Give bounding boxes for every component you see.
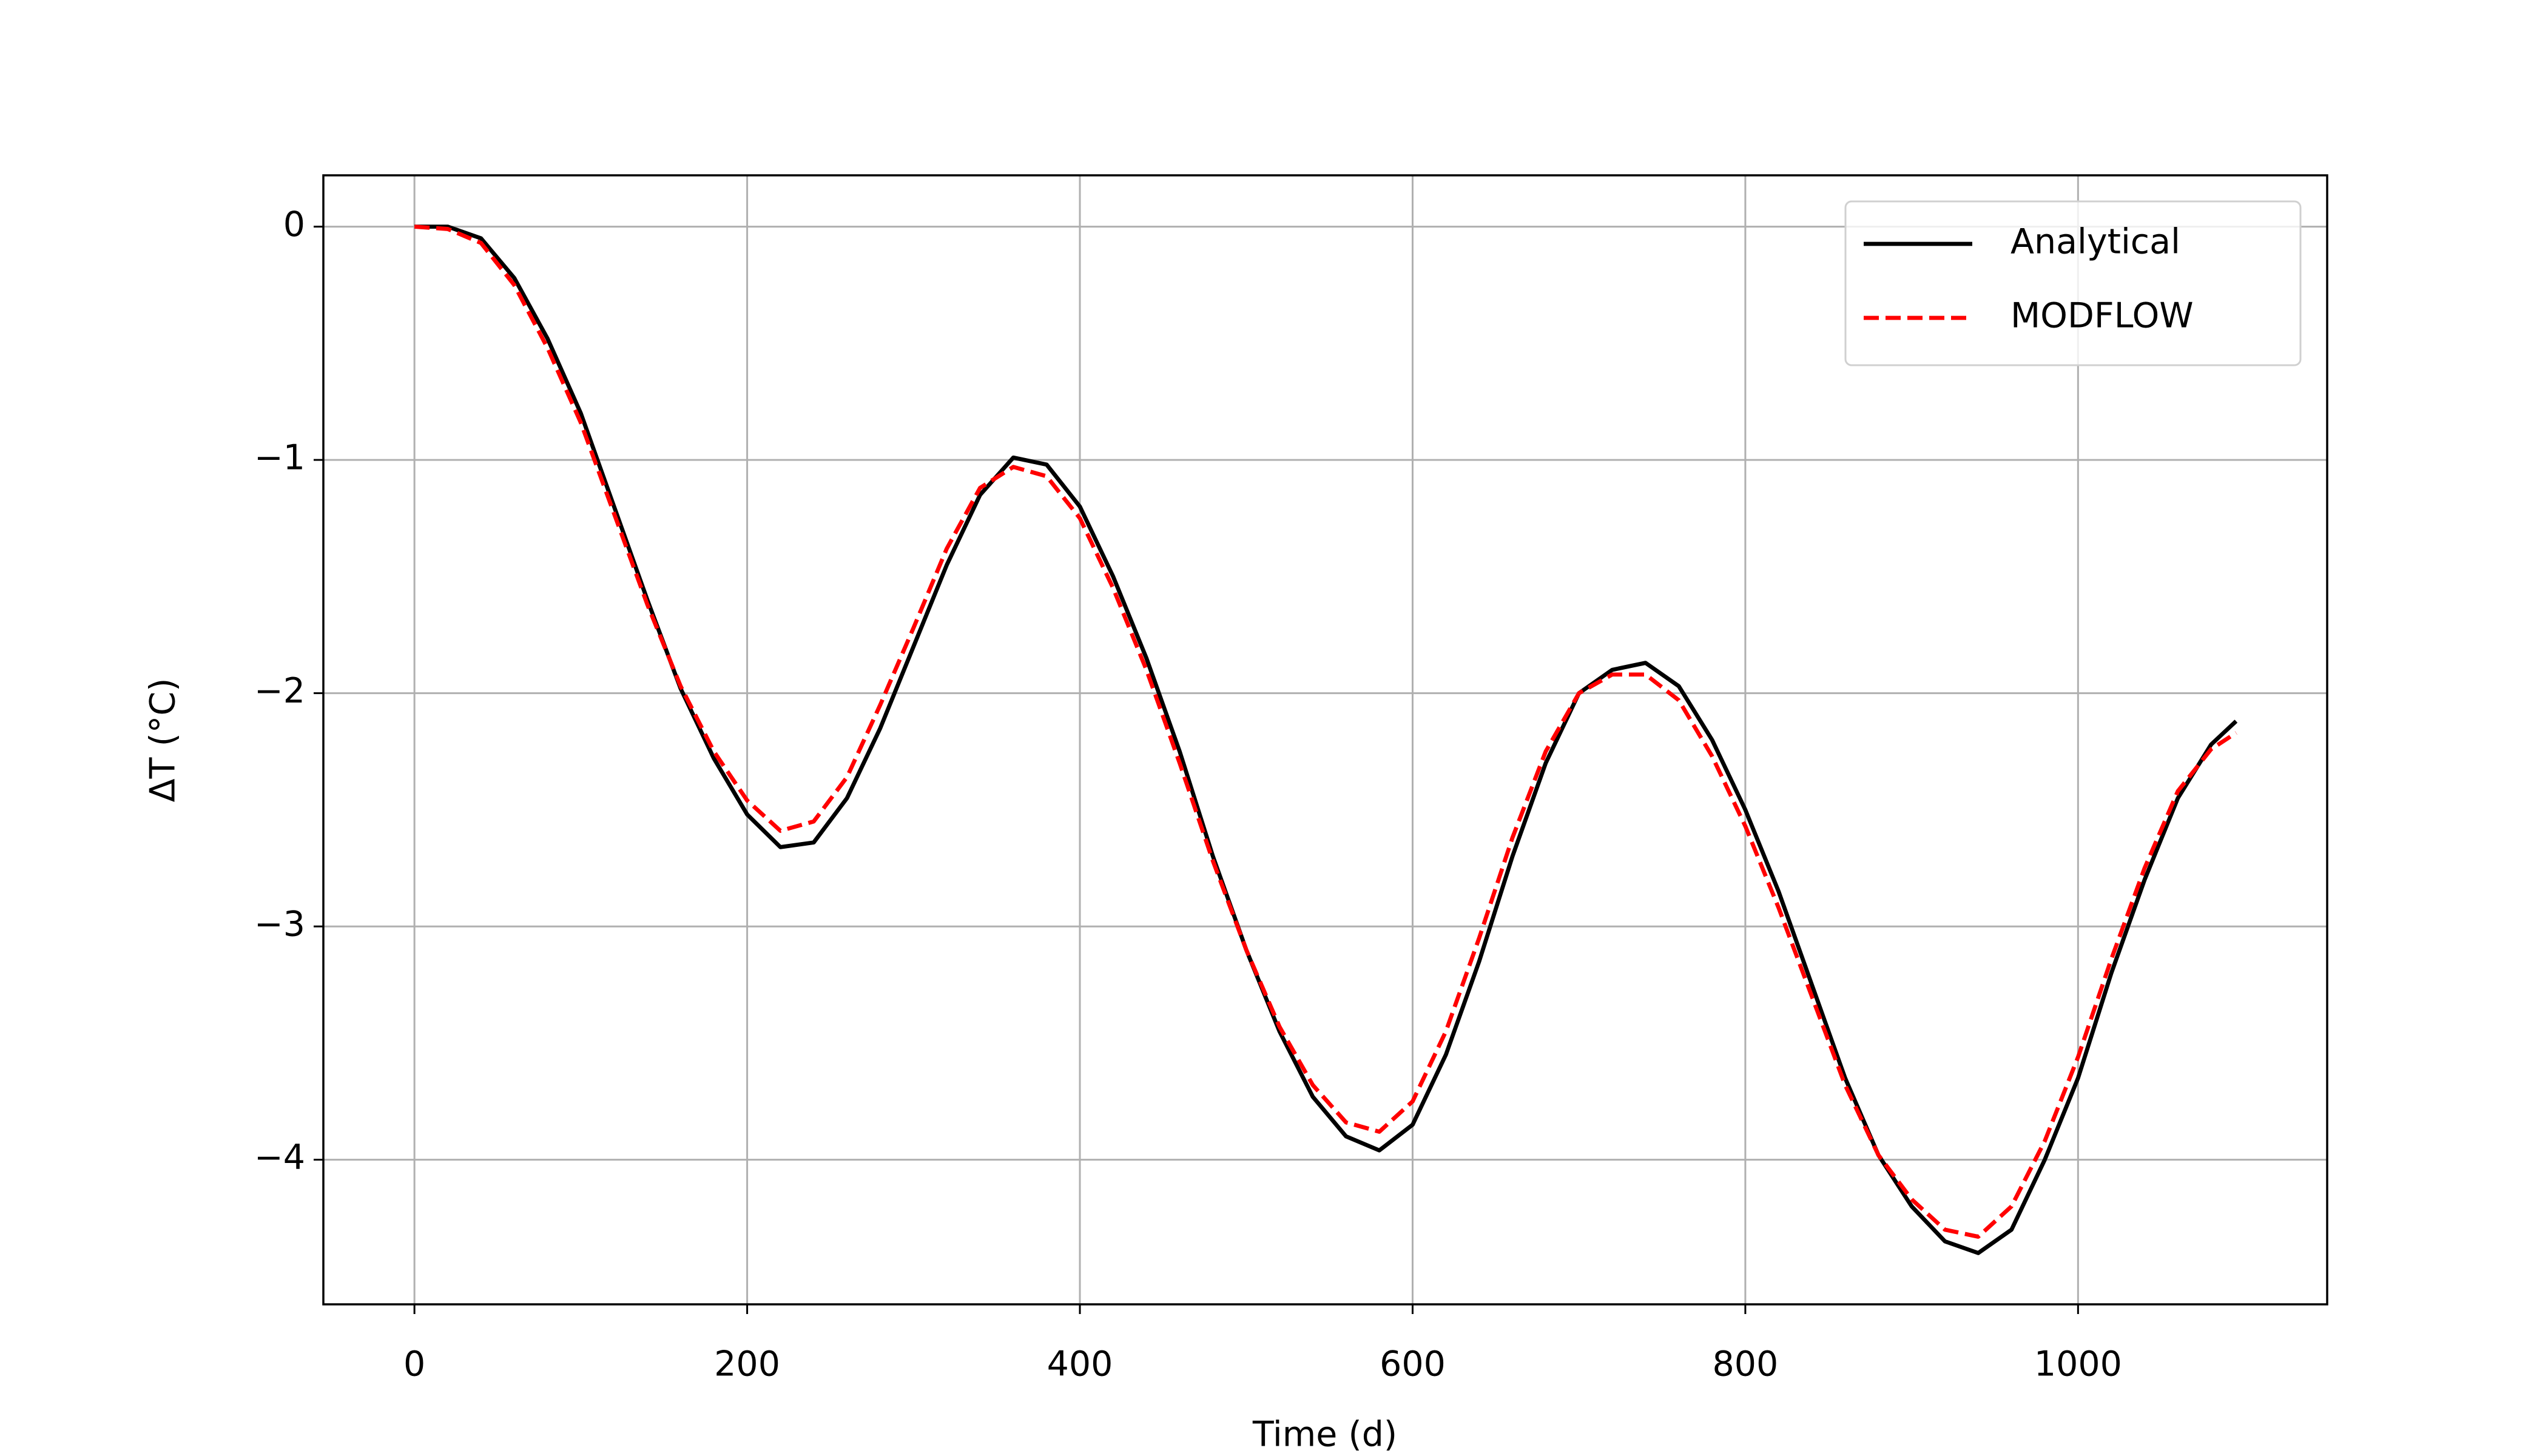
y-tick-label: −1 [254,438,305,478]
x-tick-label: 200 [714,1344,780,1384]
x-tick-label: 600 [1380,1344,1446,1384]
x-tick-label: 400 [1047,1344,1113,1384]
y-tick-label: 0 [283,204,305,244]
legend-label: MODFLOW [2010,296,2194,336]
y-tick-label: −4 [254,1138,305,1178]
y-tick-label: −3 [254,905,305,945]
legend-label: Analytical [2010,222,2180,262]
series-line [414,224,2237,1239]
plot-frame [322,174,2328,1306]
x-tick-label: 800 [1713,1344,1779,1384]
x-axis-label: Time (d) [1252,1415,1397,1455]
x-tick-label: 0 [403,1344,425,1384]
y-tick-label: −2 [254,671,305,711]
x-tick-label: 1000 [2034,1344,2122,1384]
y-axis-label: ΔT (°C) [143,678,183,803]
series-line [414,224,2238,1255]
